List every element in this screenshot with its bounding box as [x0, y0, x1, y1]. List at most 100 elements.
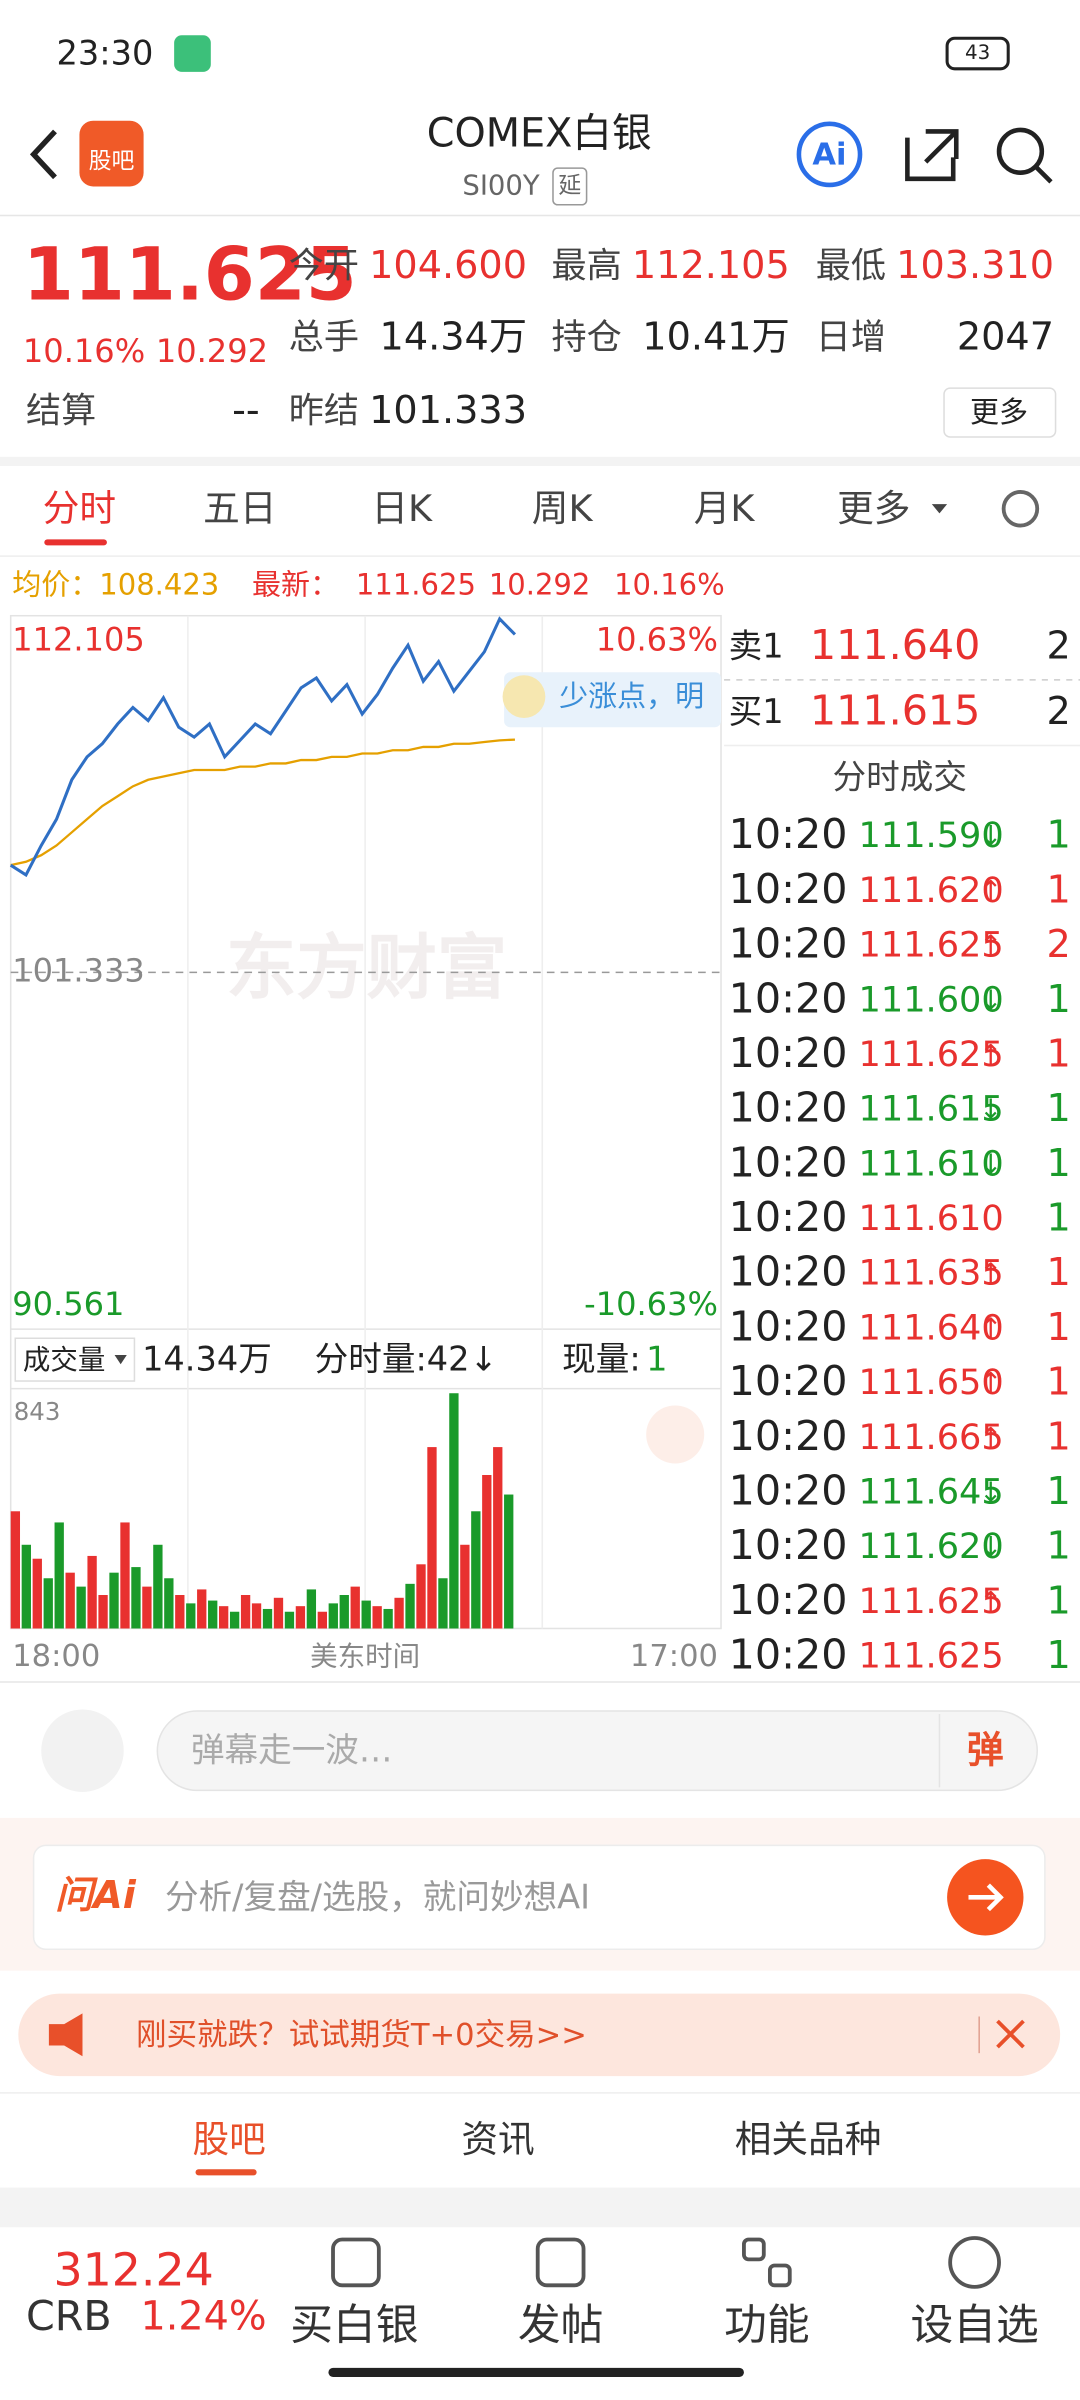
field-value: 101.333 [369, 389, 527, 433]
danmaku-input[interactable] [156, 1710, 1038, 1792]
promo-banner[interactable] [18, 1993, 1061, 2077]
trade-time: 10:20 [729, 1084, 848, 1132]
divider [0, 2187, 1080, 2228]
trade-volume: 1 [1047, 1032, 1071, 1076]
trade-price: 111.645 [859, 1471, 1004, 1512]
volume-bar [449, 1393, 459, 1629]
trade-volume: 1 [1047, 1470, 1071, 1514]
danmaku-send[interactable]: 弹 [967, 1729, 1004, 1772]
avg-line [10, 738, 516, 867]
pct-tick-label: -10.63% [584, 1285, 718, 1323]
search-button[interactable] [996, 127, 1045, 175]
change: 10.292 [156, 332, 268, 370]
nav-item[interactable]: 发帖 [518, 2301, 604, 2351]
section-tab[interactable]: 资讯 [461, 2118, 534, 2161]
volume-bar [208, 1600, 218, 1629]
tab[interactable]: 周K [532, 487, 594, 530]
trade-volume: 1 [1047, 1142, 1071, 1186]
book-label: 卖1 [729, 626, 784, 665]
tab-underline [44, 539, 107, 546]
volume-bar [438, 1578, 448, 1629]
trade-time: 10:20 [729, 865, 848, 913]
nav-item[interactable]: 功能 [724, 2301, 810, 2351]
trade-time: 10:20 [729, 1357, 848, 1405]
ai-input[interactable] [32, 1844, 1046, 1951]
trade-volume: 1 [1047, 814, 1071, 858]
volume-bar [361, 1600, 371, 1629]
x-tick-label: 17:00 [630, 1639, 718, 1674]
trade-arrow: ↑ [979, 1367, 1002, 1399]
volume-selector-label[interactable]: 成交量 [23, 1344, 105, 1376]
tab[interactable]: 更多 [837, 487, 910, 530]
field-label: 持仓 [551, 317, 621, 358]
trade-volume: 1 [1047, 1197, 1071, 1241]
book-volume: 2 [1047, 624, 1071, 668]
trade-volume: 1 [1047, 978, 1071, 1022]
tag-box [552, 167, 588, 206]
trade-price: 111.610 [859, 1198, 1004, 1239]
volume-bar [76, 1586, 86, 1629]
volume-bar [131, 1567, 141, 1629]
app-icon [174, 35, 211, 72]
trade-time: 10:20 [729, 1248, 848, 1296]
danmaku-settings[interactable] [41, 1709, 124, 1792]
nav-item[interactable]: 买白银 [290, 2301, 418, 2351]
field-label: 今开 [289, 245, 359, 286]
trade-time: 10:20 [729, 1576, 848, 1624]
nav-item[interactable]: 设自选 [910, 2301, 1038, 2351]
promo-text[interactable]: 刚买就跌？试试期货T+0交易>> [136, 2018, 587, 2053]
book-volume: 2 [1047, 690, 1071, 734]
logo[interactable] [79, 120, 144, 187]
share-button[interactable] [905, 129, 959, 182]
y-tick-label: 101.333 [12, 951, 145, 989]
volume-selector[interactable] [14, 1337, 136, 1382]
close-button[interactable] [996, 2019, 1025, 2049]
tab[interactable]: 分时 [43, 487, 116, 530]
trade-price: 111.665 [859, 1417, 1004, 1458]
trade-arrow: ↑ [979, 930, 1002, 962]
info-text: 10.292 [489, 568, 591, 602]
divider [0, 456, 1080, 466]
back-button[interactable] [29, 129, 57, 180]
section-tab[interactable]: 相关品种 [735, 2118, 882, 2161]
field-value: -- [232, 389, 260, 433]
trade-price: 111.625 [859, 1636, 1004, 1677]
trade-arrow: ↑ [979, 1586, 1002, 1618]
price-line [9, 616, 517, 878]
battery-level: 43 [965, 41, 990, 64]
delay-tag: 延 [558, 173, 581, 199]
logo-text: 股吧 [89, 149, 135, 175]
trade-volume: 1 [1047, 1361, 1071, 1405]
trade-arrow: ↓ [979, 1094, 1002, 1126]
tab[interactable]: 日K [371, 487, 433, 530]
trade-arrow: ↓ [979, 1476, 1002, 1508]
trade-volume: 1 [1047, 868, 1071, 912]
section-tab[interactable]: 股吧 [192, 2118, 265, 2161]
volume-bar [164, 1578, 174, 1629]
settings-button[interactable] [1001, 490, 1040, 528]
ai-button[interactable] [796, 121, 863, 188]
ai-placeholder[interactable]: 分析/复盘/选股，就问妙想AI [165, 1877, 590, 1916]
func-icon [742, 2237, 766, 2262]
trade-price: 111.600 [859, 979, 1004, 1020]
more-button[interactable] [943, 387, 1057, 438]
search-handle [1034, 164, 1053, 184]
trade-arrow: ↑ [979, 875, 1002, 907]
symbol-code: SI00Y [462, 169, 540, 201]
more-button-label[interactable]: 更多 [970, 395, 1028, 429]
expand-button[interactable] [646, 1405, 705, 1464]
trade-price: 111.650 [859, 1362, 1004, 1403]
volume-bar [43, 1578, 53, 1629]
tab-underline [195, 2169, 257, 2176]
volume-bar [350, 1586, 360, 1629]
field-value: 14.34万 [380, 316, 527, 360]
volume-bar [427, 1447, 437, 1629]
danmaku-placeholder[interactable]: 弹幕走一波… [191, 1731, 393, 1770]
tab[interactable]: 五日 [203, 487, 276, 530]
x-tick-label: 18:00 [12, 1639, 100, 1674]
volume-bar [153, 1544, 163, 1629]
crb-pct: 1.24% [141, 2293, 267, 2339]
buy-icon [331, 2237, 381, 2288]
tab[interactable]: 月K [694, 487, 756, 530]
trade-arrow: ↑ [979, 1039, 1002, 1071]
